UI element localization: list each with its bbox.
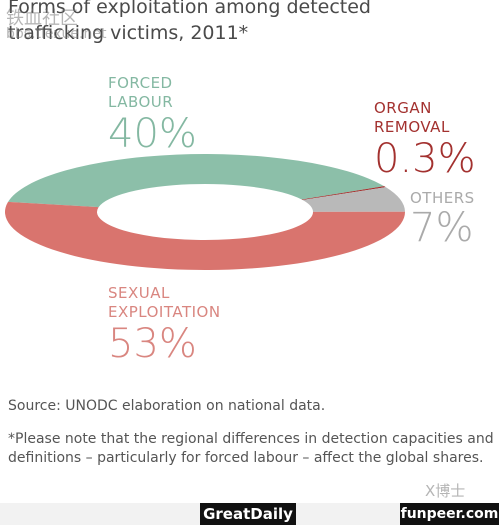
value-label: 0.3% xyxy=(374,136,476,182)
category-label: SEXUAL EXPLOITATION xyxy=(108,284,221,321)
value-label: 40% xyxy=(108,111,197,157)
chart-title: Forms of exploitation among detected tra… xyxy=(8,0,371,44)
segment-label: ORGAN REMOVAL 0.3% xyxy=(374,99,476,181)
segment-label: OTHERS 7% xyxy=(410,189,499,250)
footer-site: funpeer.com xyxy=(400,503,499,525)
footer-logo: GreatDaily xyxy=(200,503,296,525)
segment-label: SEXUAL EXPLOITATION 53% xyxy=(108,284,238,366)
value-label: 7% xyxy=(410,205,474,251)
chart xyxy=(5,154,406,270)
donut-segment xyxy=(301,186,386,201)
source: Source: UNODC elaboration on national da… xyxy=(8,398,326,414)
donut-segment xyxy=(5,201,406,270)
donut-segment xyxy=(8,154,385,208)
watermark: bbs.tiexue.net xyxy=(6,26,107,42)
segment-label: FORCED LABOUR 40% xyxy=(108,74,208,156)
note: *Please note that the regional differenc… xyxy=(8,431,494,466)
value-label: 53% xyxy=(108,321,197,367)
category-label: ORGAN REMOVAL xyxy=(374,99,450,136)
donut-segment xyxy=(302,187,405,212)
watermark: 铁血社区 xyxy=(6,8,78,29)
category-label: OTHERS xyxy=(410,189,475,207)
category-label: FORCED LABOUR xyxy=(108,74,174,111)
watermark: X博士 xyxy=(425,482,466,500)
